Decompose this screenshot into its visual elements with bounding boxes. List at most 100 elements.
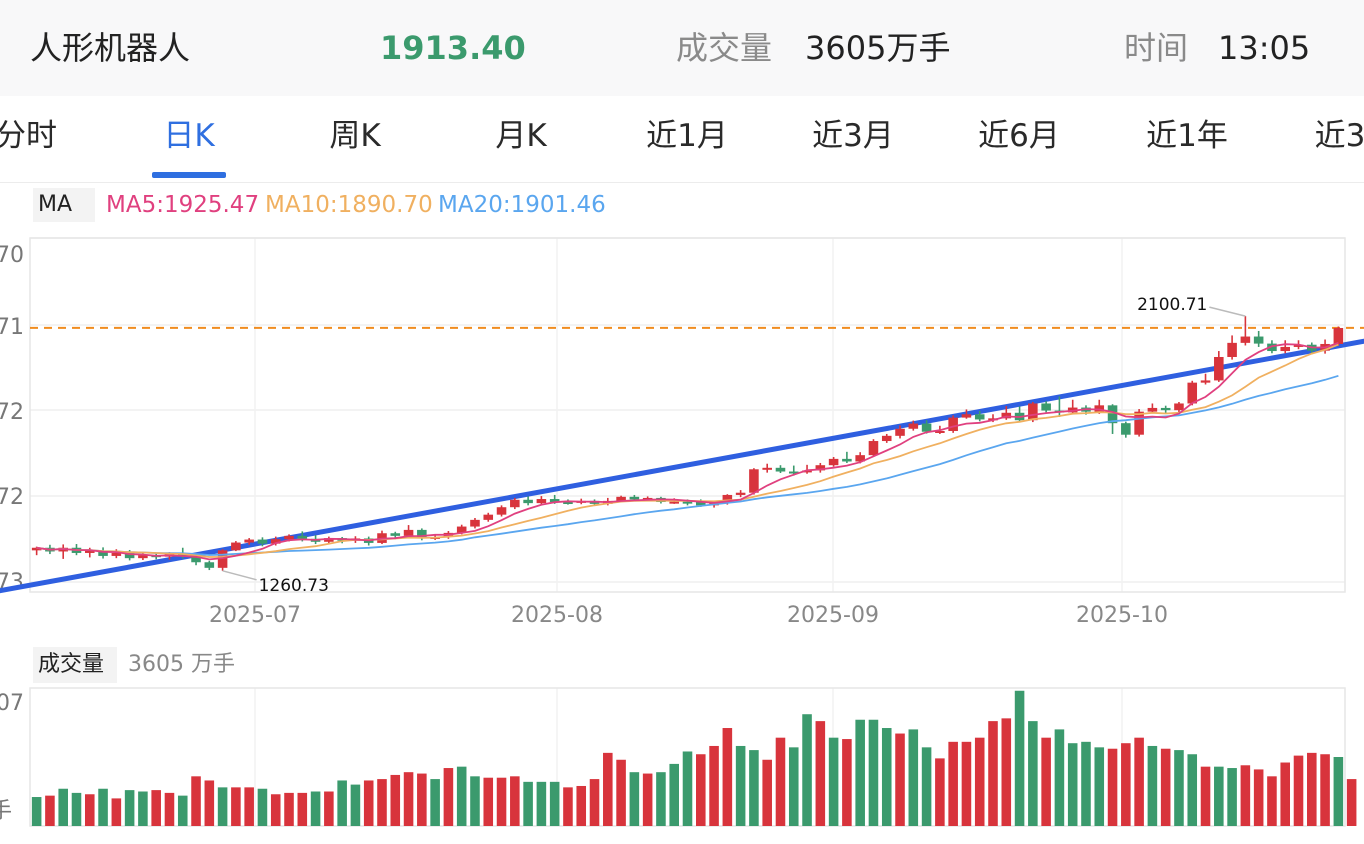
tab-monthly-k[interactable]: 月K xyxy=(495,118,547,154)
volume-bar xyxy=(868,719,879,826)
support-trendline xyxy=(0,338,1364,594)
volume-bar xyxy=(270,794,281,826)
volume-bar xyxy=(948,741,958,826)
volume-bar xyxy=(177,795,188,826)
x-tick-label: 2025-09 xyxy=(787,603,879,628)
candle-body xyxy=(696,502,706,506)
candle-body xyxy=(974,414,985,420)
candle-body xyxy=(881,435,892,442)
volume-bar xyxy=(244,787,254,826)
candle-body xyxy=(1187,382,1198,404)
volume-bar xyxy=(231,787,241,826)
x-tick-label: 2025-08 xyxy=(511,603,603,628)
candle-body xyxy=(456,526,467,533)
candle-body xyxy=(270,539,281,544)
volume-bar xyxy=(138,791,148,826)
candle-body xyxy=(284,535,294,540)
volume-bar xyxy=(842,739,852,826)
candle-body xyxy=(1240,336,1251,343)
volume-bar xyxy=(908,729,919,826)
candle-body xyxy=(895,428,905,436)
candle-body xyxy=(1147,407,1158,412)
chart-grid xyxy=(29,237,1346,827)
tab-6-months[interactable]: 近6月 xyxy=(978,118,1060,154)
volume-bar xyxy=(1160,748,1171,826)
volume-bar xyxy=(1320,754,1330,826)
quote-header: 人形机器人 1913.40 成交量 3605万手 时间 13:05 xyxy=(0,0,1364,96)
tab-3-years[interactable]: 近3 xyxy=(1314,118,1364,154)
volume-bar xyxy=(71,792,82,826)
volume-panel-value: 3605 万手 xyxy=(128,652,235,677)
volume-bar xyxy=(257,788,268,826)
volume-bar xyxy=(350,784,361,826)
volume-bar xyxy=(603,752,613,826)
volume-bar xyxy=(1240,765,1251,826)
volume-bar xyxy=(802,714,812,826)
tab-intraday[interactable]: 分时 xyxy=(0,118,57,154)
volume-bar xyxy=(1134,737,1144,826)
volume-bar xyxy=(403,772,414,826)
volume-bar xyxy=(151,790,161,826)
ma-label-box[interactable] xyxy=(33,188,95,222)
volume-bar xyxy=(510,776,520,826)
volume-bar xyxy=(470,776,480,826)
volume-bar xyxy=(935,758,945,826)
volume-bar xyxy=(709,745,719,826)
volume-bar xyxy=(217,787,228,826)
volume-y-tick: 手 xyxy=(0,799,12,824)
volume-bar xyxy=(1121,743,1131,826)
volume-bar xyxy=(84,794,95,826)
volume-bar xyxy=(895,733,905,826)
volume-bar xyxy=(855,719,865,826)
volume-label-box[interactable] xyxy=(33,647,117,683)
candle-body xyxy=(483,514,494,520)
last-price: 1913.40 xyxy=(380,29,526,67)
candle-body xyxy=(523,499,533,504)
candle-body xyxy=(802,470,812,473)
volume-bar xyxy=(164,792,175,826)
volume-bar xyxy=(1028,721,1038,826)
candle-body xyxy=(669,501,679,504)
volume-value: 3605万手 xyxy=(805,29,951,67)
tab-1-year[interactable]: 近1年 xyxy=(1146,118,1228,154)
tab-3-months[interactable]: 近3月 xyxy=(812,118,894,154)
candle-body xyxy=(217,550,228,568)
candle-body xyxy=(1094,405,1105,412)
tab-1-month[interactable]: 近1月 xyxy=(646,118,728,154)
volume-bar xyxy=(377,779,387,826)
volume-bar xyxy=(284,792,294,826)
volume-bar xyxy=(430,779,440,826)
tab-daily-k[interactable]: 日K xyxy=(163,118,215,154)
candle-body xyxy=(563,502,573,505)
volume-bar xyxy=(31,797,42,826)
volume-bar xyxy=(417,773,427,826)
volume-bar xyxy=(297,792,308,826)
volume-bar xyxy=(58,788,68,826)
candle-body xyxy=(549,499,560,503)
candle-body xyxy=(111,552,122,556)
candle-body xyxy=(31,547,42,551)
volume-bar xyxy=(775,737,786,826)
plot-border xyxy=(29,237,1346,593)
volume-bar xyxy=(310,791,321,826)
active-tab-indicator xyxy=(152,172,226,178)
candle-body xyxy=(762,467,772,470)
volume-bar xyxy=(390,774,401,826)
volume-bar xyxy=(961,741,972,826)
candle-body xyxy=(244,539,254,543)
high-annotation: 2100.71 xyxy=(1137,295,1207,315)
y-axis-ticks: 70 71 72 72 73 07 手 xyxy=(0,243,24,824)
volume-bar xyxy=(815,721,826,826)
candle-body xyxy=(1227,342,1237,357)
candle-body xyxy=(390,533,401,536)
volume-bar xyxy=(1333,757,1344,826)
candle-body xyxy=(1041,403,1051,411)
candle-body xyxy=(191,555,201,563)
volume-bar xyxy=(1081,741,1091,826)
volume-bar xyxy=(1307,752,1317,826)
volume-bar xyxy=(483,777,494,826)
volume-bar xyxy=(204,780,215,826)
volume-bar xyxy=(988,721,998,826)
tab-weekly-k[interactable]: 周K xyxy=(329,118,381,154)
